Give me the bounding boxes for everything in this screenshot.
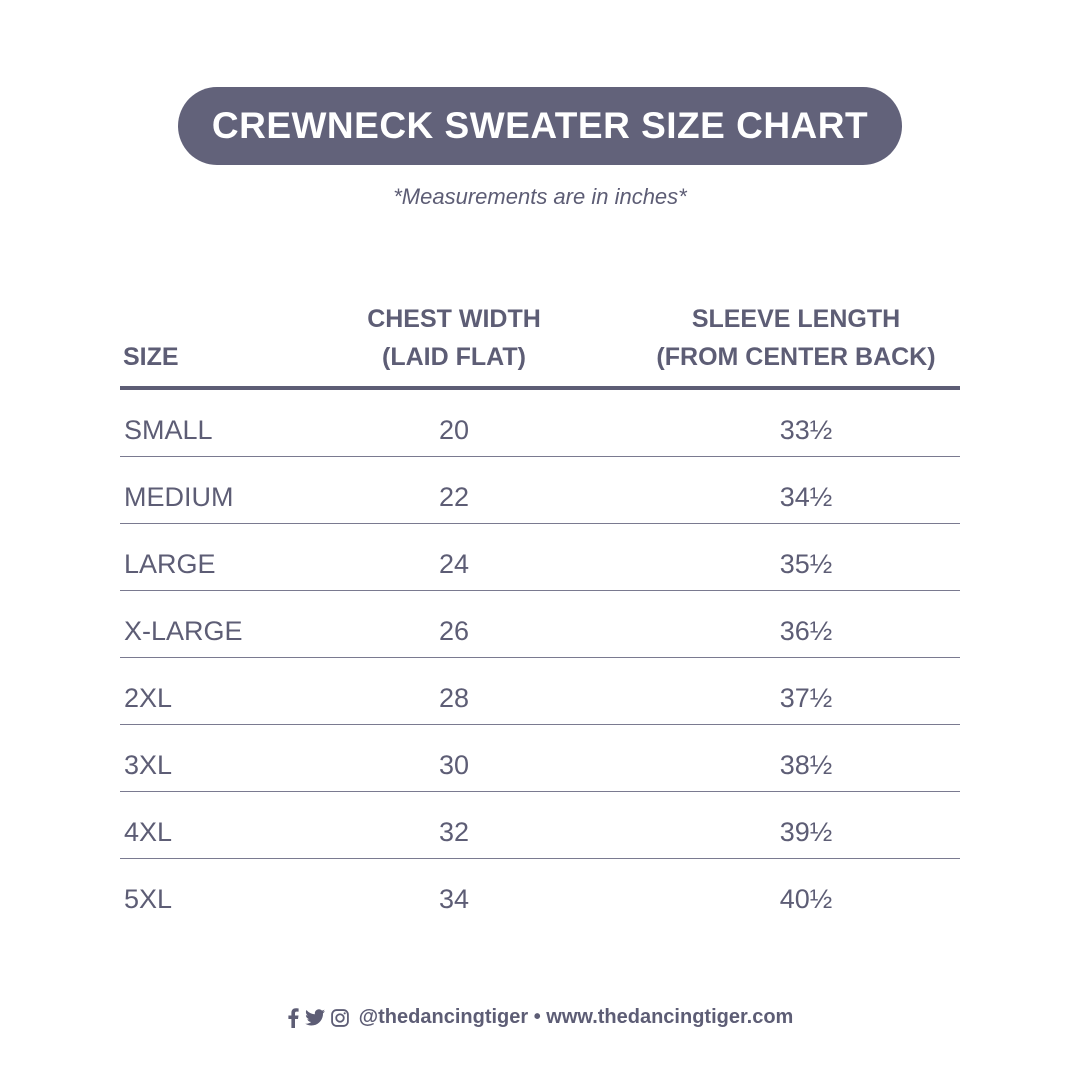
chest-cell: 28 bbox=[438, 683, 470, 713]
table-row: MEDIUM 22 34½ bbox=[120, 457, 960, 524]
table-row: LARGE 24 35½ bbox=[120, 524, 960, 591]
chest-cell: 24 bbox=[438, 549, 470, 579]
sleeve-cell: 36½ bbox=[779, 616, 833, 646]
chest-cell: 32 bbox=[438, 817, 470, 847]
instagram-icon[interactable] bbox=[330, 1008, 349, 1027]
sleeve-cell: 33½ bbox=[779, 415, 833, 445]
footer-text: @thedancingtiger • www.thedancingtiger.c… bbox=[358, 1006, 794, 1028]
chest-cell: 26 bbox=[438, 616, 470, 646]
table-row: X-LARGE 26 36½ bbox=[120, 591, 960, 658]
page-title: CREWNECK SWEATER SIZE CHART bbox=[211, 105, 869, 146]
facebook-icon[interactable] bbox=[287, 1007, 299, 1028]
size-cell: MEDIUM bbox=[124, 482, 234, 512]
size-cell: 2XL bbox=[124, 683, 173, 713]
table-row: 4XL 32 39½ bbox=[120, 792, 960, 859]
title-banner: CREWNECK SWEATER SIZE CHART bbox=[178, 87, 902, 165]
table-row: 2XL 28 37½ bbox=[120, 658, 960, 725]
size-cell: X-LARGE bbox=[124, 616, 243, 646]
sleeve-cell: 37½ bbox=[779, 683, 833, 713]
sleeve-cell: 38½ bbox=[779, 750, 833, 780]
column-header-sleeve-line1: SLEEVE LENGTH bbox=[691, 305, 901, 333]
size-cell: LARGE bbox=[124, 549, 216, 579]
column-header-chest-line2: (LAID FLAT) bbox=[382, 343, 526, 371]
size-cell: SMALL bbox=[124, 415, 213, 445]
size-cell: 5XL bbox=[124, 884, 173, 914]
table-row: SMALL 20 33½ bbox=[120, 390, 960, 457]
measurement-note: *Measurements are in inches* bbox=[393, 184, 687, 209]
size-table: SIZE CHEST WIDTH (LAID FLAT) SLEEVE LENG… bbox=[120, 300, 960, 925]
table-row: 3XL 30 38½ bbox=[120, 725, 960, 792]
sleeve-cell: 39½ bbox=[779, 817, 833, 847]
column-header-chest: CHEST WIDTH (LAID FLAT) bbox=[354, 300, 554, 376]
chest-cell: 20 bbox=[438, 415, 470, 445]
table-header: SIZE CHEST WIDTH (LAID FLAT) SLEEVE LENG… bbox=[120, 300, 960, 390]
column-header-size: SIZE bbox=[123, 343, 179, 371]
footer: @thedancingtiger • www.thedancingtiger.c… bbox=[0, 1006, 1080, 1029]
sleeve-cell: 34½ bbox=[779, 482, 833, 512]
chest-cell: 34 bbox=[438, 884, 470, 914]
chest-cell: 22 bbox=[438, 482, 470, 512]
size-cell: 4XL bbox=[124, 817, 173, 847]
size-cell: 3XL bbox=[124, 750, 173, 780]
sleeve-cell: 40½ bbox=[779, 884, 833, 914]
column-header-chest-line1: CHEST WIDTH bbox=[367, 305, 541, 333]
sleeve-cell: 35½ bbox=[779, 549, 833, 579]
column-header-sleeve-line2: (FROM CENTER BACK) bbox=[656, 343, 936, 371]
twitter-icon[interactable] bbox=[304, 1009, 325, 1026]
chest-cell: 30 bbox=[438, 750, 470, 780]
table-row: 5XL 34 40½ bbox=[120, 859, 960, 925]
column-header-sleeve: SLEEVE LENGTH (FROM CENTER BACK) bbox=[636, 300, 956, 376]
